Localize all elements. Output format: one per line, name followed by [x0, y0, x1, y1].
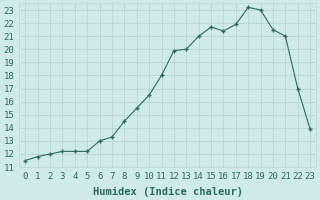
X-axis label: Humidex (Indice chaleur): Humidex (Indice chaleur) — [93, 186, 243, 197]
